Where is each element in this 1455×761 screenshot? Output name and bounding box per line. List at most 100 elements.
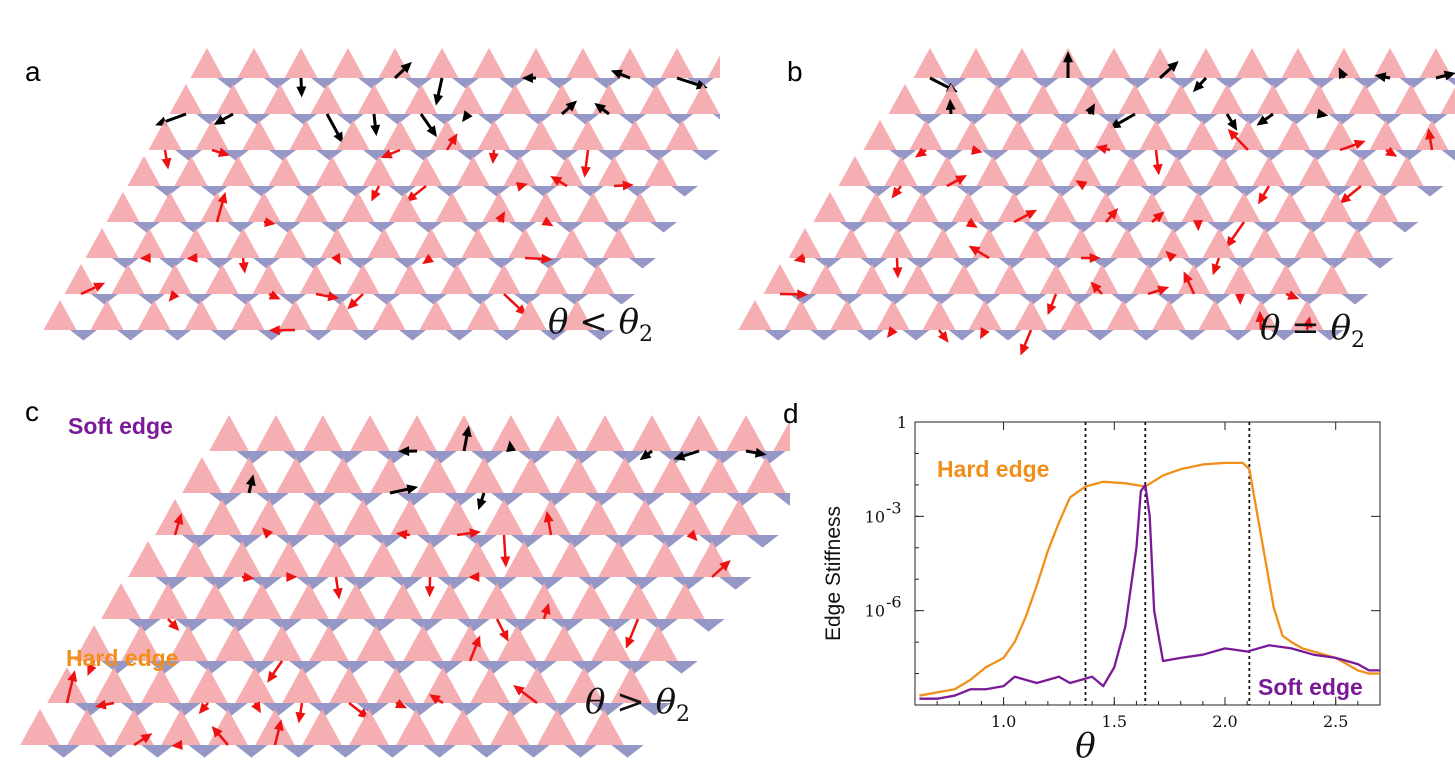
blue-triangle <box>952 258 980 269</box>
pink-triangle <box>884 156 918 186</box>
arrow-head <box>971 145 983 155</box>
pink-triangle <box>1131 264 1165 294</box>
blue-triangle <box>1211 150 1239 161</box>
pink-triangle <box>538 415 578 451</box>
pink-triangle <box>226 228 260 258</box>
blue-triangle <box>478 114 505 125</box>
pink-triangle <box>472 48 506 78</box>
blue-triangle <box>159 258 186 269</box>
blue-triangle <box>397 493 430 506</box>
blue-triangle <box>1270 330 1298 341</box>
pink-triangle <box>585 415 625 451</box>
arrow-head <box>1165 250 1177 263</box>
blue-triangle <box>1349 150 1377 161</box>
blue-triangle <box>1048 186 1076 197</box>
blue-triangle <box>201 186 228 197</box>
blue-triangle <box>902 330 930 341</box>
arrow-head <box>1192 220 1203 232</box>
blue-triangle <box>217 78 244 89</box>
pink-triangle <box>1273 192 1307 222</box>
pink-triangle <box>955 120 989 150</box>
blue-triangle <box>525 114 552 125</box>
pink-triangle <box>997 192 1031 222</box>
pink-triangle <box>325 300 359 330</box>
pink-triangle <box>466 300 500 330</box>
pink-triangle <box>158 264 192 294</box>
pink-triangle <box>85 228 119 258</box>
blue-triangle <box>659 451 692 464</box>
blue-triangle <box>323 535 356 548</box>
blue-triangle <box>638 703 671 716</box>
pink-triangle <box>625 499 665 535</box>
pink-triangle <box>242 583 282 619</box>
blue-triangle <box>377 451 410 464</box>
arrow-head <box>1287 290 1300 300</box>
pink-triangle <box>247 192 281 222</box>
pink-triangle <box>443 709 483 745</box>
arrow-head <box>1258 192 1268 205</box>
blue-triangle <box>117 330 144 341</box>
blue-triangle <box>185 294 212 305</box>
blue-triangle <box>410 619 443 632</box>
blue-triangle <box>582 258 609 269</box>
pink-triangle <box>376 667 416 703</box>
pink-triangle <box>504 541 544 577</box>
blue-triangle <box>1395 150 1423 161</box>
blue-triangle <box>927 294 955 305</box>
blue-triangle <box>587 330 614 341</box>
pink-triangle <box>497 625 537 661</box>
blue-triangle <box>585 493 618 506</box>
arrow-head <box>447 133 458 146</box>
blue-triangle <box>1261 78 1289 89</box>
blue-triangle <box>1065 294 1093 305</box>
pink-triangle <box>1014 300 1048 330</box>
blue-triangle <box>998 258 1026 269</box>
arrow-head <box>594 102 607 114</box>
x-axis-title: θ <box>1075 726 1095 760</box>
blue-triangle <box>180 222 207 233</box>
blue-triangle <box>531 577 564 590</box>
blue-triangle <box>155 577 188 590</box>
pink-triangle <box>242 120 276 150</box>
arrow-head <box>937 330 949 343</box>
pink-triangle <box>221 156 255 186</box>
blue-triangle <box>405 78 432 89</box>
arrow-head <box>140 733 153 744</box>
blue-triangle <box>910 186 938 197</box>
arrow-head <box>1385 146 1398 157</box>
pink-triangle <box>127 156 161 186</box>
blue-triangle <box>235 745 268 758</box>
pink-triangle <box>1281 48 1315 78</box>
blue-triangle <box>368 222 395 233</box>
blue-triangle <box>881 294 909 305</box>
blue-triangle <box>450 703 483 716</box>
pink-triangle <box>64 264 98 294</box>
blue-triangle <box>296 577 329 590</box>
blue-triangle <box>358 78 385 89</box>
blue-triangle <box>650 222 677 233</box>
pink-triangle <box>1198 300 1232 330</box>
blue-triangle <box>336 661 369 674</box>
blue-triangle <box>1094 186 1122 197</box>
pink-triangle <box>299 264 333 294</box>
pink-triangle <box>859 192 893 222</box>
pink-triangle <box>1302 84 1336 114</box>
pink-triangle <box>477 583 517 619</box>
blue-triangle <box>94 745 127 758</box>
blue-triangle <box>679 493 712 506</box>
pink-triangle <box>457 541 497 577</box>
blue-triangle <box>222 150 249 161</box>
blue-triangle <box>415 222 442 233</box>
panel-b-lattice <box>738 48 1455 356</box>
blue-triangle <box>1353 78 1381 89</box>
blue-triangle <box>1077 78 1105 89</box>
pink-triangle <box>1369 120 1403 150</box>
pink-triangle <box>699 457 739 493</box>
arrow-head <box>261 527 274 539</box>
arrow-head <box>945 98 956 110</box>
pink-triangle <box>329 667 369 703</box>
pink-triangle <box>934 84 968 114</box>
blue-triangle <box>1441 150 1455 161</box>
pink-triangle <box>1097 48 1131 78</box>
